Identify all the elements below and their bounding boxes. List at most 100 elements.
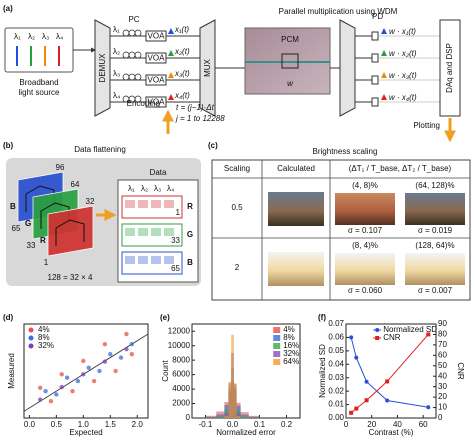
data-cell: [138, 256, 148, 264]
histogram-bar: [231, 334, 234, 418]
histogram-bar: [248, 416, 260, 418]
source-lambda: λ₁: [14, 32, 21, 41]
data-cell: [125, 228, 135, 236]
data-title: Data: [150, 168, 167, 177]
histogram-bar: [216, 416, 225, 418]
sigma-value: σ = 0.060: [348, 286, 383, 295]
channel-output: w · x₂(t): [389, 49, 417, 58]
y2-tick-label: 30: [438, 382, 447, 391]
mux-label: MUX: [203, 58, 212, 76]
scatter-point: [43, 388, 48, 394]
x-tick-label: 1.5: [105, 420, 117, 429]
channel-input: x₃(t): [174, 69, 190, 78]
pc-loop: [128, 29, 136, 37]
scaling-value: 2: [235, 263, 240, 272]
voa-label: VOA: [148, 76, 166, 85]
plot-frame: [345, 323, 437, 419]
x-tick-label: 20: [367, 420, 376, 429]
x-tick-label: 1.0: [78, 420, 90, 429]
series-marker: [354, 406, 359, 411]
mux: [199, 19, 216, 117]
legend-marker: [375, 336, 380, 340]
data-cell: [138, 228, 148, 236]
x-tick-label: 0.0: [227, 420, 239, 429]
legend-label: 32%: [283, 349, 299, 358]
plotting-label: Plotting: [413, 121, 440, 130]
signal-marker: [381, 28, 387, 34]
data-cell: [125, 256, 135, 264]
pc-loop: [134, 95, 142, 103]
channel-letter: R: [40, 236, 46, 245]
voa: [145, 30, 167, 42]
channel-lambda: λ₄: [113, 91, 120, 100]
signal-marker: [168, 28, 174, 34]
pc-loop: [128, 51, 136, 59]
channel-output: w · x₄(t): [389, 93, 417, 102]
signal-marker: [168, 94, 174, 100]
series-marker: [349, 335, 354, 340]
legend-label: 4%: [38, 325, 50, 334]
histogram-bar: [236, 413, 241, 418]
x-tick-label: 40: [393, 420, 402, 429]
data-cell: [125, 200, 135, 208]
x-tick-label: -0.1: [199, 420, 213, 429]
image-layer: [47, 205, 94, 257]
flatten-formula: 128 = 32 × 4: [48, 273, 93, 282]
channel-lambda: λ₂: [113, 47, 120, 56]
signal-marker: [381, 94, 387, 100]
dimension-label: 96: [56, 163, 65, 172]
panel-title: Parallel multiplication using WDM: [279, 7, 398, 16]
data-cell: [164, 256, 174, 264]
channel-input: x₂(t): [174, 47, 190, 56]
y-tick-label: 0.00: [328, 413, 344, 422]
row-index: 33: [171, 236, 180, 245]
row-index: 65: [171, 264, 180, 273]
y2-tick-label: 0: [438, 413, 443, 422]
measured-image: [405, 193, 465, 225]
histogram-bar: [228, 381, 232, 418]
table-header: (ΔT₁ / T_base, ΔT₂ / T_base): [349, 164, 452, 173]
calculated-image: [268, 192, 324, 226]
y-tick-label: 6000: [172, 370, 190, 379]
pcm-cell: [281, 53, 299, 69]
signal-marker: [168, 72, 174, 78]
data-lambda: λ₁: [128, 184, 135, 193]
pc-loop: [134, 73, 142, 81]
scaling-label: (4, 8)%: [352, 181, 378, 190]
voa-label: VOA: [148, 54, 166, 63]
scaling-value: 0.5: [231, 203, 243, 212]
scatter-point: [91, 378, 97, 384]
x-tick-label: 60: [419, 420, 428, 429]
photodetector: [371, 31, 379, 41]
histogram-bar: [240, 416, 249, 418]
signal-marker: [381, 72, 387, 78]
plot-frame: [23, 323, 149, 419]
scatter-point: [97, 368, 102, 374]
series-marker: [385, 398, 390, 403]
legend-swatch: [273, 327, 281, 333]
scatter-point: [59, 384, 64, 390]
histogram-bar: [224, 415, 229, 418]
y2-tick-label: 20: [438, 392, 447, 401]
demux: [339, 19, 356, 117]
height-label: 33: [27, 241, 36, 250]
series-marker: [354, 355, 359, 360]
x-tick-label: 0: [344, 420, 349, 429]
y2-tick-label: 80: [438, 330, 447, 339]
daq-box: [439, 19, 461, 117]
voa-label: VOA: [148, 98, 166, 107]
legend-marker: [28, 335, 34, 341]
channel-output: w · x₁(t): [389, 27, 416, 36]
daq-label: DAq and DSP: [445, 43, 454, 93]
voa: [145, 52, 167, 64]
series-marker: [426, 332, 431, 337]
measured-image: [335, 253, 395, 285]
data-cell: [138, 200, 148, 208]
scatter-point: [129, 341, 135, 347]
y2-tick-label: 90: [438, 319, 447, 328]
scatter-point: [86, 365, 91, 370]
pc-loop: [122, 29, 130, 37]
scatter-point: [81, 358, 86, 364]
scatter-point: [129, 352, 135, 357]
row-letter: G: [187, 230, 193, 239]
